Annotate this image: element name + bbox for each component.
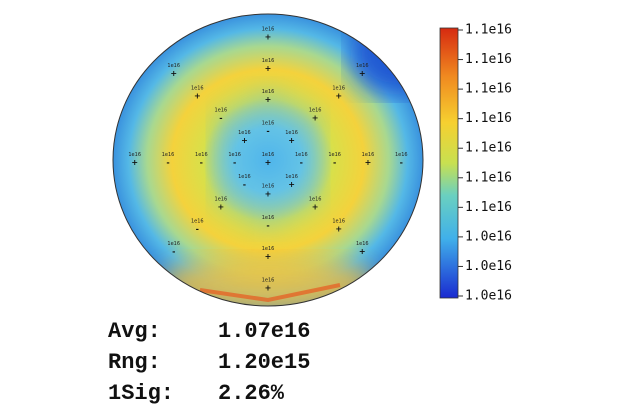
colorbar-label: 1.1e16 [465,200,512,215]
colorbar-label: 1.0e16 [465,289,512,304]
site-sign: - [243,180,246,189]
site-sign: + [218,202,225,211]
wafer [113,14,423,306]
colorbar-label: 1.1e16 [465,111,512,126]
site-value: 1e16 [362,152,375,158]
site-value: 1e16 [262,246,275,252]
site-sign: + [335,225,342,234]
site-value: 1e16 [228,152,241,158]
colorbar [439,27,459,299]
colorbar-label: 1.1e16 [465,23,512,38]
site-value: 1e16 [285,174,298,180]
site-sign: + [359,69,366,78]
site-value: 1e16 [262,89,275,95]
site-value: 1e16 [309,108,322,114]
stat-value: 1.20e15 [218,350,310,375]
site-sign: + [265,64,272,73]
colorbar-label: 1.0e16 [465,229,512,244]
site-sign: + [359,247,366,256]
site-sign: - [200,158,203,167]
site-value: 1e16 [395,152,408,158]
colorbar-label: 1.1e16 [465,52,512,67]
site-value: 1e16 [285,130,298,136]
site-sign: - [300,158,303,167]
site-value: 1e16 [356,63,369,69]
site-value: 1e16 [238,174,251,180]
site-sign: + [131,158,138,167]
site-sign: - [233,158,236,167]
site-sign: - [172,247,175,256]
site-sign: - [219,114,222,123]
site-value: 1e16 [332,219,345,225]
site-sign: + [170,69,177,78]
site-sign: - [166,158,169,167]
site-value: 1e16 [328,152,341,158]
site-sign: + [265,95,272,104]
site-value: 1e16 [191,219,204,225]
stat-label: Avg: [108,319,161,344]
site-value: 1e16 [215,108,228,114]
stat-value: 1.07e16 [218,319,310,344]
site-sign: + [265,32,272,41]
site-value: 1e16 [191,85,204,91]
site-sign: + [312,114,319,123]
stat-label: 1Sig: [108,381,174,406]
site-value: 1e16 [332,85,345,91]
colorbar-label: 1.1e16 [465,170,512,185]
site-sign: - [196,225,199,234]
site-sign: + [312,202,319,211]
site-sign: - [266,127,269,136]
stat-label: Rng: [108,350,161,375]
colorbar-label: 1.1e16 [465,82,512,97]
site-sign: + [288,180,295,189]
site-sign: + [288,136,295,145]
site-sign: + [265,189,272,198]
site-value: 1e16 [262,183,275,189]
colorbar-label: 1.0e16 [465,259,512,274]
site-value: 1e16 [309,196,322,202]
site-value: 1e16 [128,152,141,158]
site-value: 1e16 [162,152,175,158]
wafer-edge [112,13,424,307]
site-value: 1e16 [238,130,251,136]
site-value: 1e16 [295,152,308,158]
site-value: 1e16 [167,241,180,247]
site-value: 1e16 [262,278,275,284]
site-sign: + [265,284,272,293]
site-value: 1e16 [262,26,275,32]
site-sign: + [265,158,272,167]
site-value: 1e16 [262,215,275,221]
site-sign: + [335,91,342,100]
site-sign: + [194,91,201,100]
site-sign: - [333,158,336,167]
site-value: 1e16 [262,121,275,127]
site-value: 1e16 [195,152,208,158]
site-value: 1e16 [356,241,369,247]
site-value: 1e16 [167,63,180,69]
site-sign: - [266,221,269,230]
stat-value: 2.26% [218,381,285,406]
site-value: 1e16 [262,58,275,64]
site-sign: + [241,136,248,145]
site-sign: - [400,158,403,167]
site-sign: + [265,252,272,261]
site-value: 1e16 [262,152,275,158]
site-value: 1e16 [215,196,228,202]
site-sign: + [365,158,372,167]
colorbar-label: 1.1e16 [465,141,512,156]
